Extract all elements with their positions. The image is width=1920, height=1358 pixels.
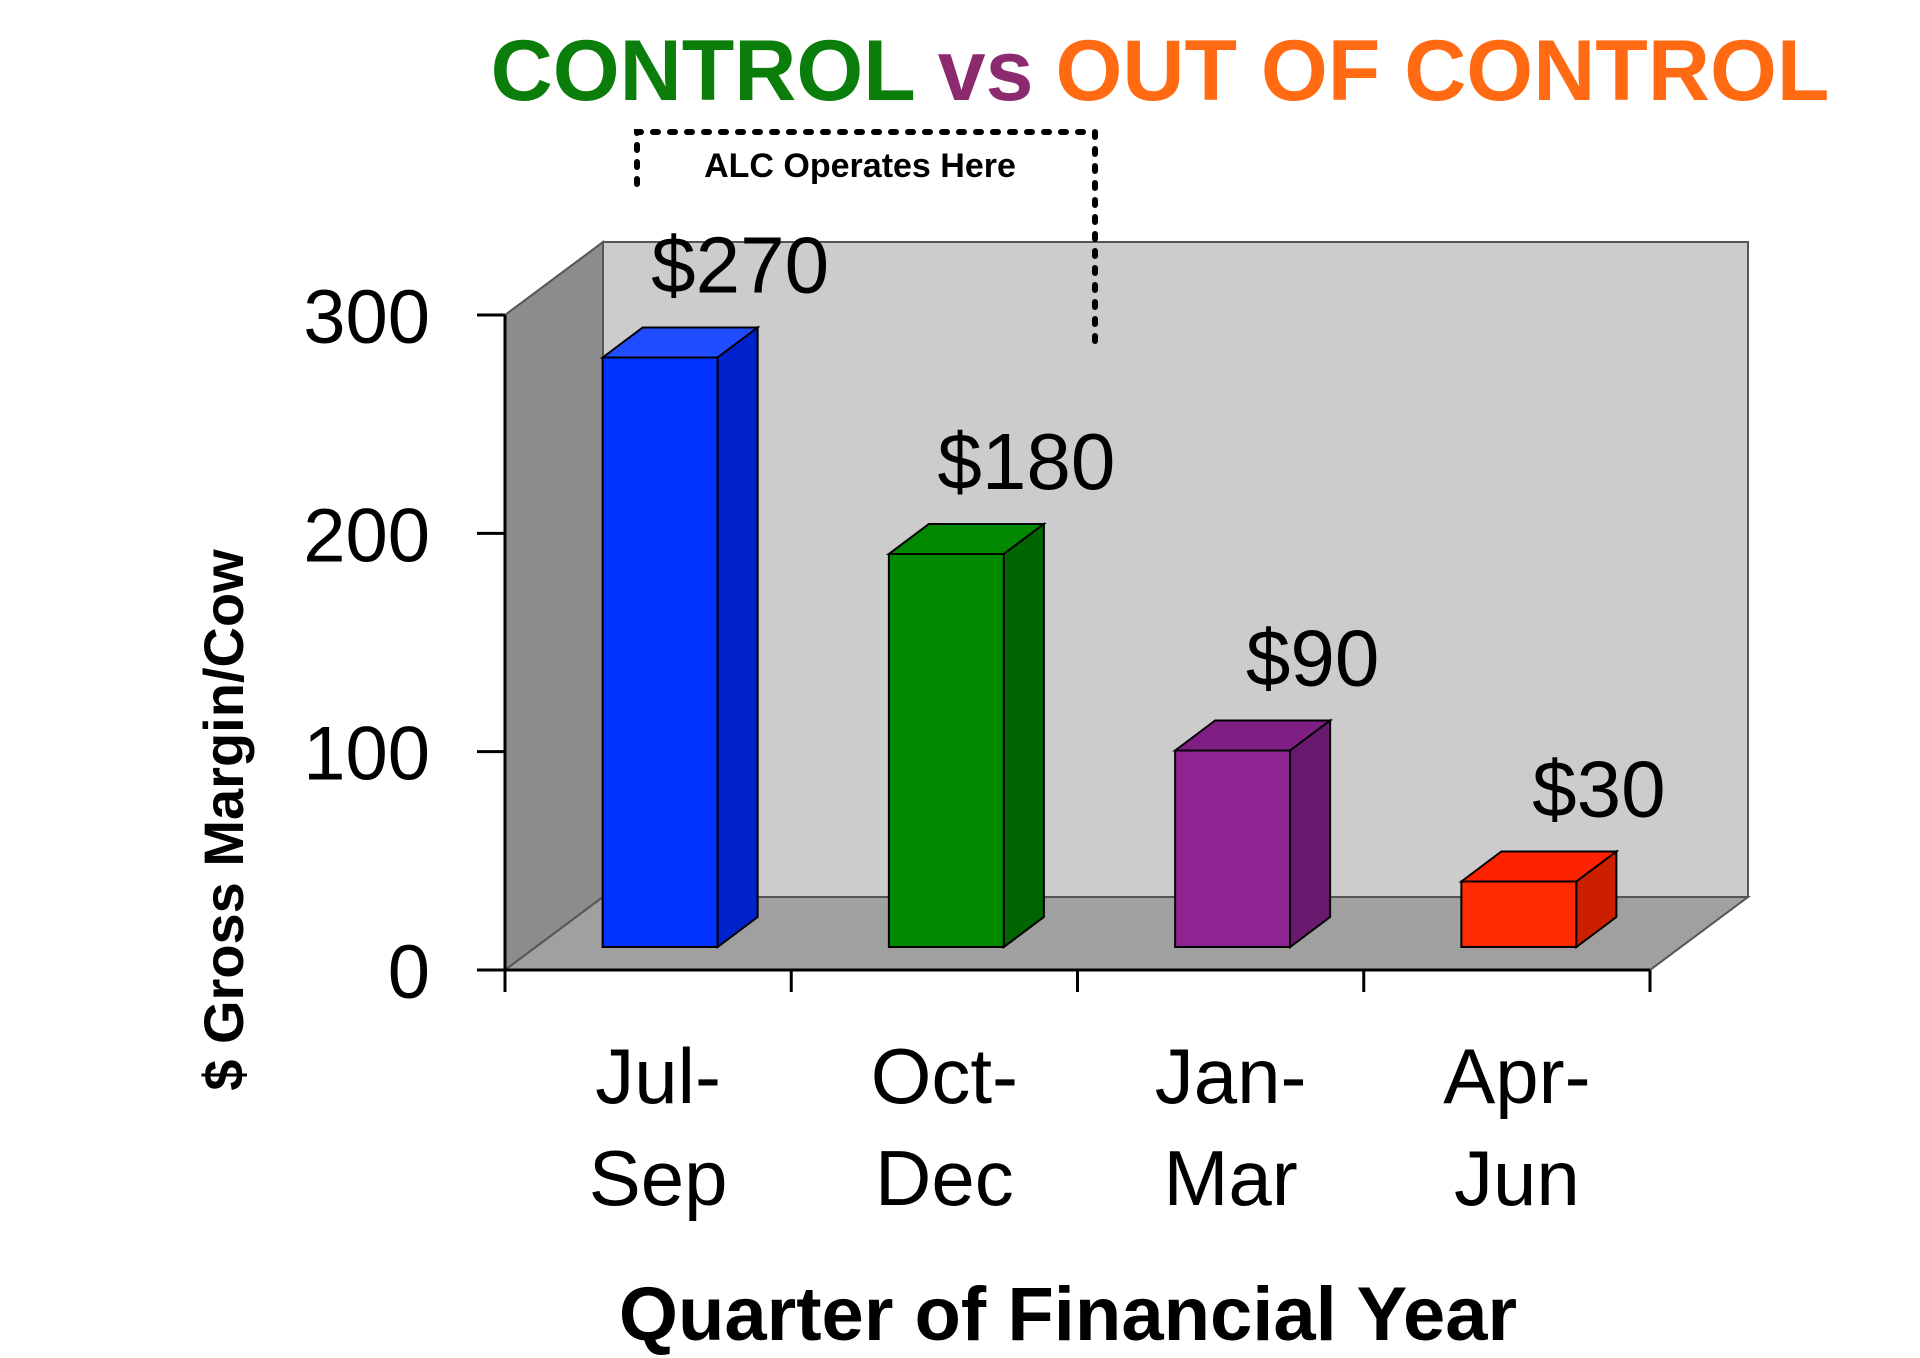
- y-tick-label: 200: [303, 493, 430, 578]
- chart-axes: [477, 313, 1652, 992]
- bar-side: [1575, 849, 1618, 949]
- bar-front: [1460, 880, 1578, 948]
- value-label: $30: [1532, 745, 1665, 834]
- bar-side: [1002, 522, 1045, 949]
- x-tick-label-line2: Jun: [1454, 1134, 1580, 1222]
- value-label: $90: [1246, 614, 1379, 703]
- chart-title-vs: vs: [938, 23, 1034, 119]
- bar: [1458, 849, 1620, 949]
- labels: 0 100 200 300 $270 Jul- Sep $180 Oct- Dec $90 Jan- M…: [303, 221, 1665, 1223]
- annotation-box: ALC Operates Here: [634, 129, 1098, 353]
- value-label: $180: [937, 417, 1115, 506]
- chart-title-control: CONTROL: [491, 23, 916, 119]
- bar: [1172, 718, 1334, 949]
- bar-front: [601, 356, 719, 948]
- bar-side: [1289, 718, 1332, 949]
- bar-front: [1174, 749, 1292, 948]
- x-tick-label-line2: Sep: [589, 1134, 728, 1222]
- y-axis-label: $ Gross Margin/Cow: [192, 549, 255, 1091]
- bars: [599, 325, 1620, 949]
- x-tick-label-line1: Jan-: [1155, 1032, 1307, 1120]
- value-label: $270: [651, 221, 829, 310]
- bar-side: [716, 325, 759, 949]
- x-tick-label-line2: Mar: [1163, 1134, 1297, 1222]
- chart-title-out-of-control: OUT OF CONTROL: [1055, 23, 1829, 119]
- bar: [885, 522, 1047, 949]
- x-tick-label-line1: Oct-: [871, 1032, 1018, 1120]
- chart-title: CONTROL vs OUT OF CONTROL: [491, 23, 1830, 119]
- annotation-text: ALC Operates Here: [704, 147, 1016, 185]
- side-wall: [504, 240, 604, 972]
- x-axis-label: Quarter of Financial Year: [619, 1272, 1517, 1357]
- y-tick-label: 0: [388, 930, 430, 1015]
- x-tick-label-line1: Jul-: [595, 1032, 721, 1120]
- y-tick-label: 100: [303, 712, 430, 797]
- y-tick-label: 300: [303, 275, 430, 360]
- x-tick-label-line1: Apr-: [1443, 1032, 1590, 1120]
- bar-front: [887, 553, 1005, 948]
- bar: [599, 325, 761, 949]
- x-tick-label-line2: Dec: [875, 1134, 1014, 1222]
